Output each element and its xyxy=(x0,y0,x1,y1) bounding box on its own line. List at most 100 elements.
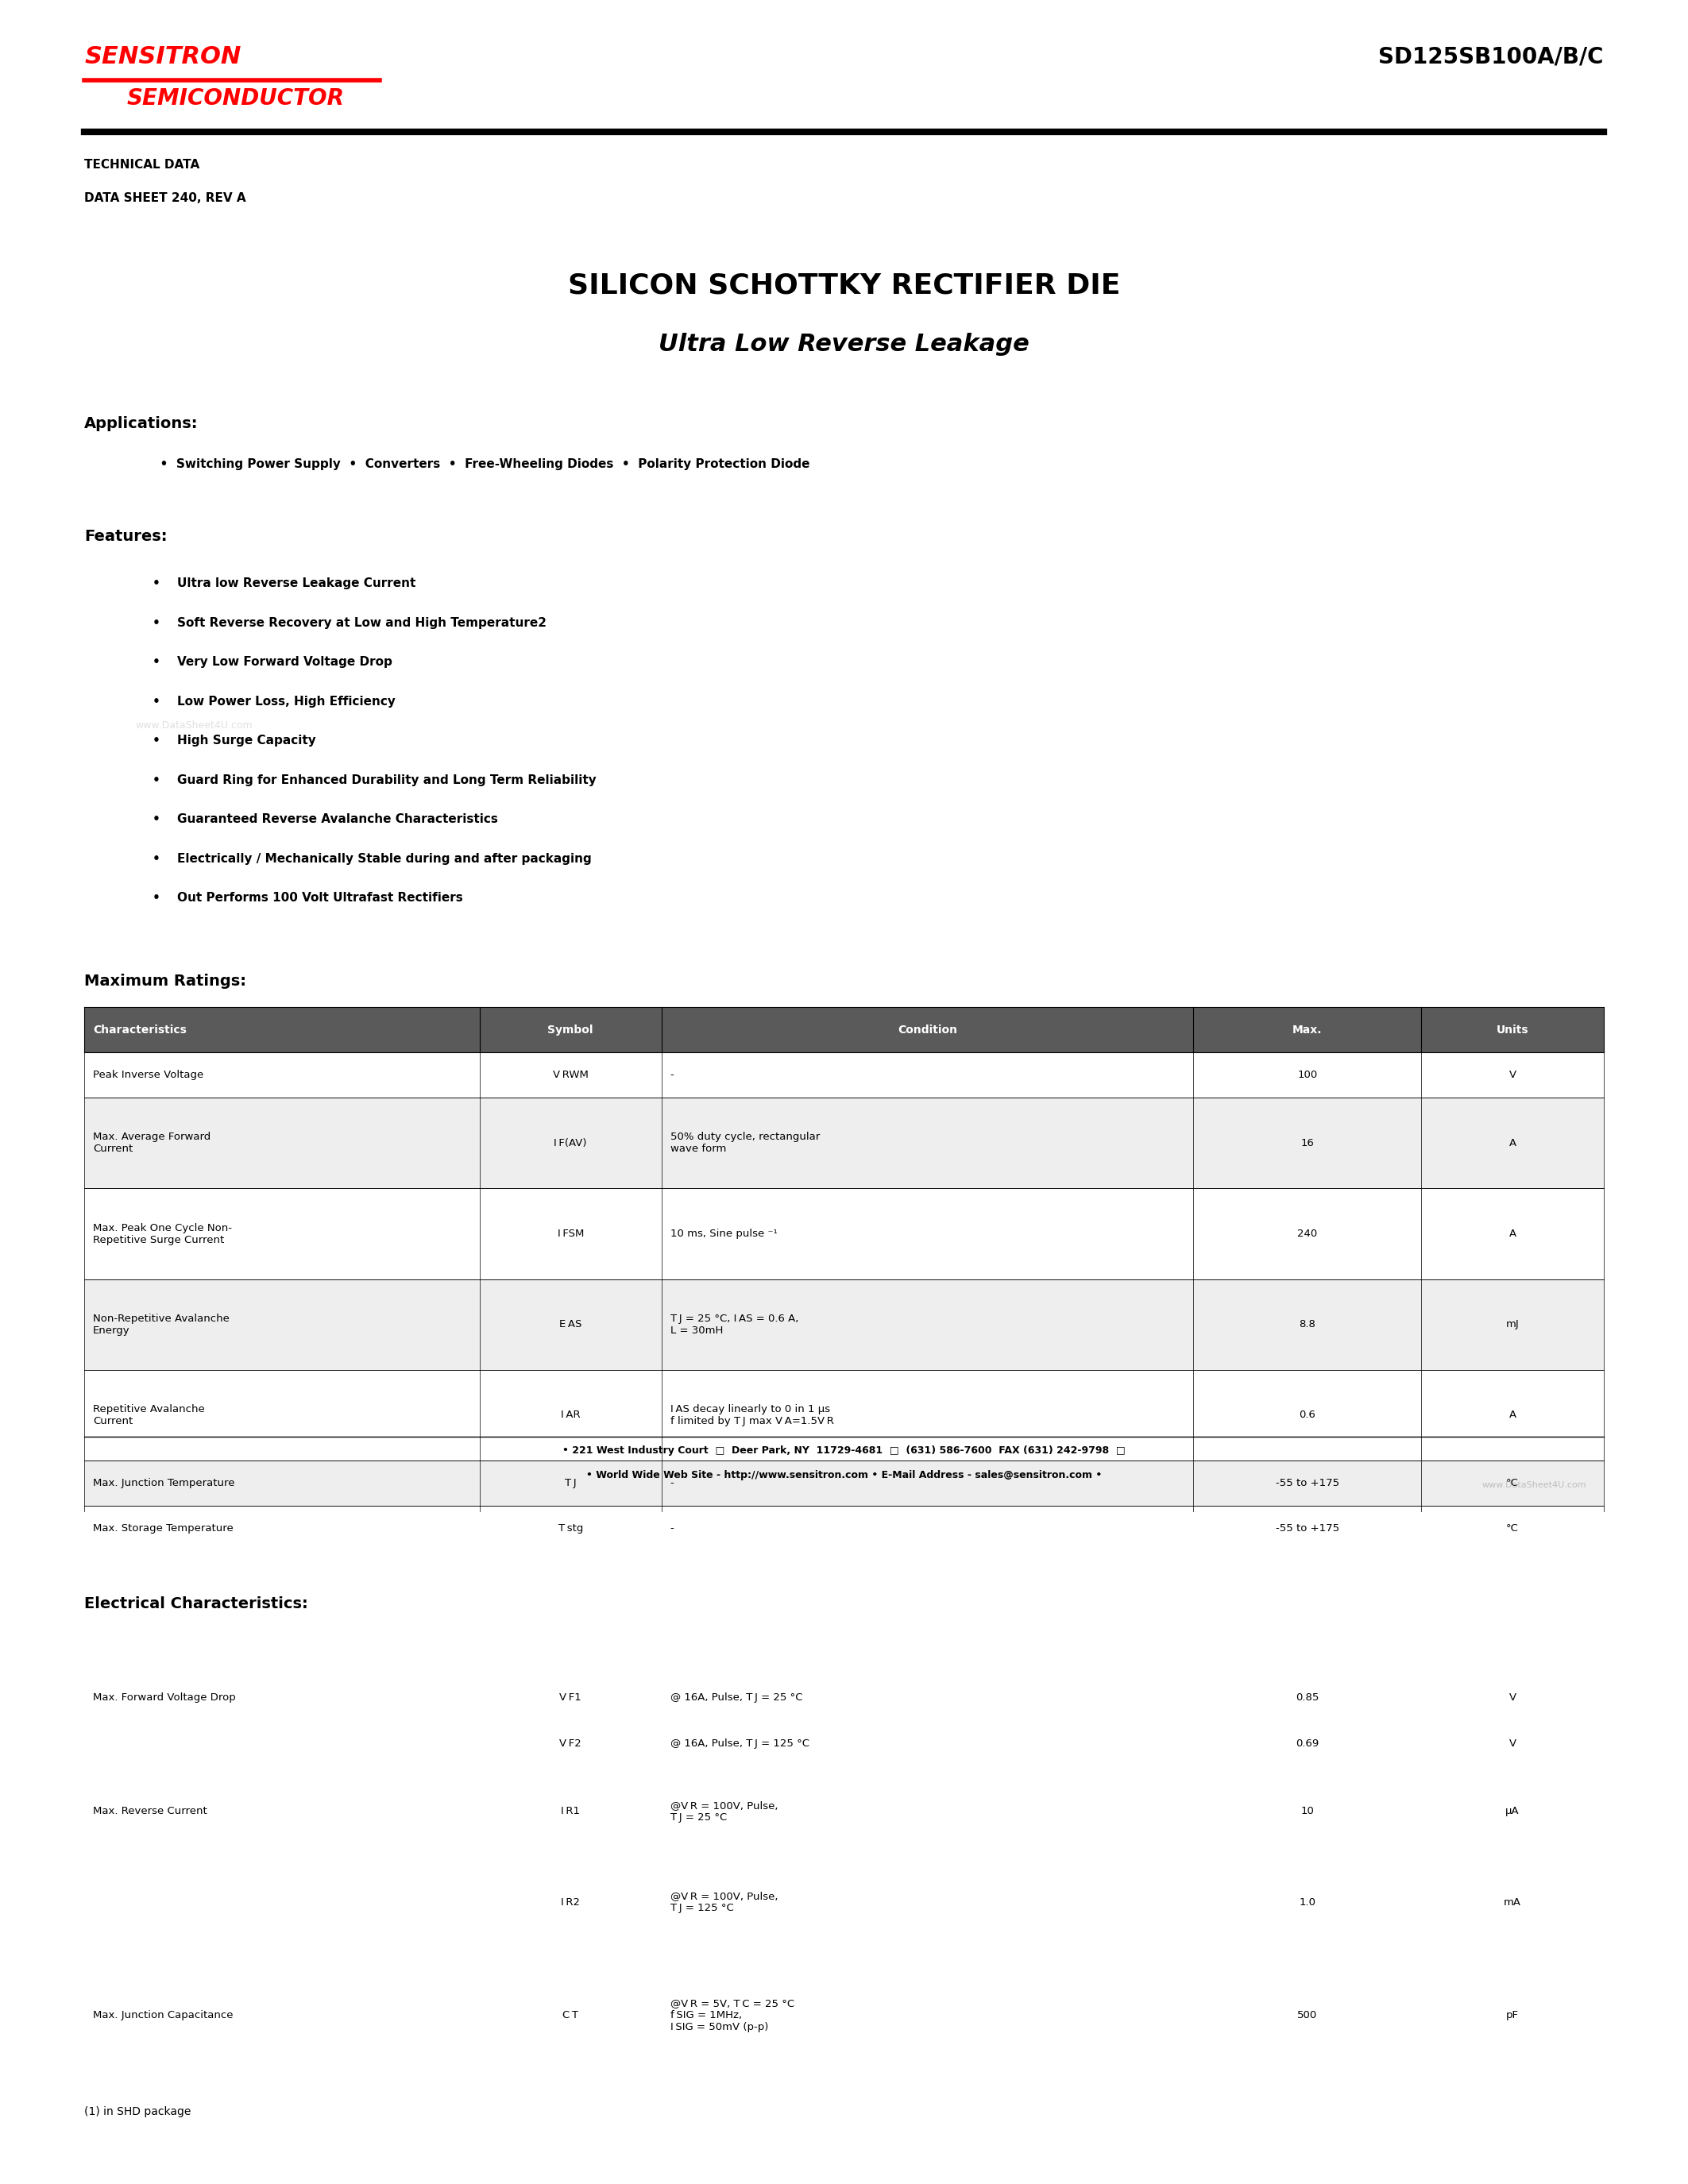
Text: •: • xyxy=(152,616,160,629)
Text: Symbol: Symbol xyxy=(547,1024,594,1035)
Bar xyxy=(84,1280,1604,1369)
Text: SD125SB100A/B/C: SD125SB100A/B/C xyxy=(1379,46,1604,68)
Text: Max.: Max. xyxy=(1293,1024,1322,1035)
Text: V: V xyxy=(1509,1693,1516,1704)
Text: V: V xyxy=(1509,1738,1516,1749)
Text: 16: 16 xyxy=(1301,1138,1313,1149)
Text: 10 ms, Sine pulse ⁻¹: 10 ms, Sine pulse ⁻¹ xyxy=(670,1230,776,1238)
Text: I R2: I R2 xyxy=(560,1898,581,1907)
Text: V F1: V F1 xyxy=(559,1693,582,1704)
Text: -: - xyxy=(670,1524,674,1533)
Bar xyxy=(84,1507,1604,1551)
Text: Condition: Condition xyxy=(898,1647,957,1658)
Bar xyxy=(84,1053,1604,1099)
Text: Units: Units xyxy=(1496,1647,1529,1658)
Text: mA: mA xyxy=(1504,1898,1521,1907)
Text: Max. Peak One Cycle Non-
Repetitive Surge Current: Max. Peak One Cycle Non- Repetitive Surg… xyxy=(93,1223,231,1245)
Text: I FSM: I FSM xyxy=(557,1230,584,1238)
Text: Ultra low Reverse Leakage Current: Ultra low Reverse Leakage Current xyxy=(177,577,415,590)
Text: 50% duty cycle, rectangular
wave form: 50% duty cycle, rectangular wave form xyxy=(670,1131,820,1153)
Text: V: V xyxy=(1509,1070,1516,1081)
Text: pF: pF xyxy=(1506,2009,1519,2020)
Text: Guard Ring for Enhanced Durability and Long Term Reliability: Guard Ring for Enhanced Durability and L… xyxy=(177,773,596,786)
Text: A: A xyxy=(1509,1138,1516,1149)
Text: Features:: Features: xyxy=(84,529,167,544)
Text: 8.8: 8.8 xyxy=(1300,1319,1315,1330)
Text: •: • xyxy=(152,891,160,904)
Text: 0.6: 0.6 xyxy=(1300,1411,1315,1420)
Bar xyxy=(84,1629,1604,1675)
Text: T J: T J xyxy=(565,1479,576,1489)
Text: @V R = 100V, Pulse,
T J = 25 °C: @V R = 100V, Pulse, T J = 25 °C xyxy=(670,1800,778,1821)
Text: I R1: I R1 xyxy=(560,1806,581,1817)
Text: Max.: Max. xyxy=(1293,1647,1322,1658)
Text: 1.0: 1.0 xyxy=(1300,1898,1315,1907)
Text: •: • xyxy=(152,655,160,668)
Text: Peak Inverse Voltage: Peak Inverse Voltage xyxy=(93,1070,204,1081)
Text: I F(AV): I F(AV) xyxy=(554,1138,587,1149)
Text: 500: 500 xyxy=(1298,2009,1317,2020)
Text: • World Wide Web Site - http://www.sensitron.com • E-Mail Address - sales@sensit: • World Wide Web Site - http://www.sensi… xyxy=(586,1470,1102,1481)
Bar xyxy=(84,1721,1604,1767)
Text: Low Power Loss, High Efficiency: Low Power Loss, High Efficiency xyxy=(177,695,395,708)
Text: • 221 West Industry Court  □  Deer Park, NY  11729-4681  □  (631) 586-7600  FAX : • 221 West Industry Court □ Deer Park, N… xyxy=(562,1446,1126,1457)
Text: @V R = 100V, Pulse,
T J = 125 °C: @V R = 100V, Pulse, T J = 125 °C xyxy=(670,1891,778,1913)
Text: E AS: E AS xyxy=(559,1319,582,1330)
Text: V RWM: V RWM xyxy=(552,1070,589,1081)
Text: Max. Junction Capacitance: Max. Junction Capacitance xyxy=(93,2009,233,2020)
Bar xyxy=(84,1188,1604,1280)
Text: www.DataSheet4U.com: www.DataSheet4U.com xyxy=(135,721,252,732)
Text: I AR: I AR xyxy=(560,1411,581,1420)
Text: Guaranteed Reverse Avalanche Characteristics: Guaranteed Reverse Avalanche Characteris… xyxy=(177,812,498,826)
Bar xyxy=(84,1461,1604,1507)
Text: •: • xyxy=(152,852,160,865)
Text: SENSITRON: SENSITRON xyxy=(84,46,241,68)
Text: I AS decay linearly to 0 in 1 μs
f limited by T J max V A=1.5V R: I AS decay linearly to 0 in 1 μs f limit… xyxy=(670,1404,834,1426)
Text: •: • xyxy=(152,773,160,786)
Text: A: A xyxy=(1509,1230,1516,1238)
Text: °C: °C xyxy=(1506,1524,1519,1533)
Text: Max. Storage Temperature: Max. Storage Temperature xyxy=(93,1524,233,1533)
Text: -: - xyxy=(670,1070,674,1081)
Text: °C: °C xyxy=(1506,1479,1519,1489)
Bar xyxy=(84,1369,1604,1461)
Text: @ 16A, Pulse, T J = 25 °C: @ 16A, Pulse, T J = 25 °C xyxy=(670,1693,802,1704)
Text: •: • xyxy=(152,695,160,708)
Text: Ultra Low Reverse Leakage: Ultra Low Reverse Leakage xyxy=(658,332,1030,356)
Bar xyxy=(84,1007,1604,1053)
Text: 0.85: 0.85 xyxy=(1296,1693,1318,1704)
Text: www.DataSheet4U.com: www.DataSheet4U.com xyxy=(1482,1481,1587,1489)
Bar xyxy=(84,1099,1604,1188)
Text: Maximum Ratings:: Maximum Ratings: xyxy=(84,974,246,989)
Text: Soft Reverse Recovery at Low and High Temperature2: Soft Reverse Recovery at Low and High Te… xyxy=(177,616,547,629)
Text: 240: 240 xyxy=(1298,1230,1317,1238)
Text: V F2: V F2 xyxy=(559,1738,582,1749)
Text: •: • xyxy=(152,734,160,747)
Bar xyxy=(84,1767,1604,1856)
Text: mJ: mJ xyxy=(1506,1319,1519,1330)
Text: 0.69: 0.69 xyxy=(1296,1738,1318,1749)
Text: DATA SHEET 240, REV A: DATA SHEET 240, REV A xyxy=(84,192,246,203)
Text: TECHNICAL DATA: TECHNICAL DATA xyxy=(84,159,199,170)
Text: Very Low Forward Voltage Drop: Very Low Forward Voltage Drop xyxy=(177,655,392,668)
Bar xyxy=(84,1948,1604,2084)
Text: Characteristics: Characteristics xyxy=(93,1647,186,1658)
Text: •  Switching Power Supply  •  Converters  •  Free-Wheeling Diodes  •  Polarity P: • Switching Power Supply • Converters • … xyxy=(152,459,810,470)
Text: Max. Forward Voltage Drop: Max. Forward Voltage Drop xyxy=(93,1693,236,1704)
Text: Symbol: Symbol xyxy=(547,1647,594,1658)
Text: Electrical Characteristics:: Electrical Characteristics: xyxy=(84,1597,309,1612)
Text: (1) in SHD package: (1) in SHD package xyxy=(84,2105,191,2116)
Text: @ 16A, Pulse, T J = 125 °C: @ 16A, Pulse, T J = 125 °C xyxy=(670,1738,809,1749)
Bar xyxy=(84,1675,1604,1721)
Text: •: • xyxy=(152,577,160,590)
Text: -: - xyxy=(670,1479,674,1489)
Text: High Surge Capacity: High Surge Capacity xyxy=(177,734,316,747)
Text: Repetitive Avalanche
Current: Repetitive Avalanche Current xyxy=(93,1404,204,1426)
Text: T stg: T stg xyxy=(559,1524,582,1533)
Text: Non-Repetitive Avalanche
Energy: Non-Repetitive Avalanche Energy xyxy=(93,1313,230,1337)
Text: C T: C T xyxy=(562,2009,579,2020)
Text: 10: 10 xyxy=(1301,1806,1313,1817)
Text: -55 to +175: -55 to +175 xyxy=(1276,1479,1339,1489)
Text: 100: 100 xyxy=(1298,1070,1317,1081)
Text: @V R = 5V, T C = 25 °C
f SIG = 1MHz,
I SIG = 50mV (p-p): @V R = 5V, T C = 25 °C f SIG = 1MHz, I S… xyxy=(670,1998,793,2033)
